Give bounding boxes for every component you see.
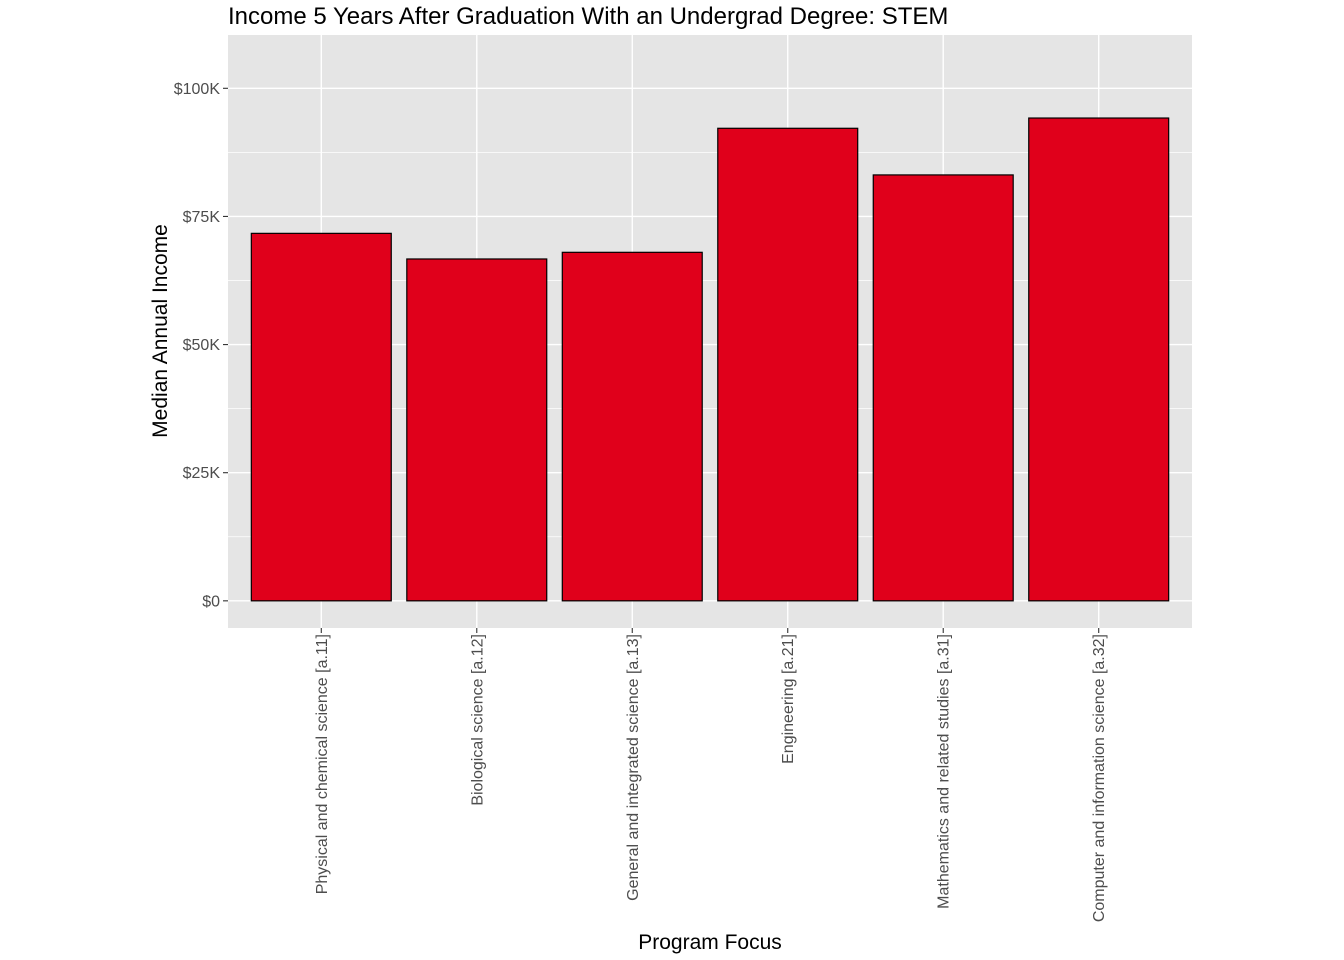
x-tick-label: Computer and information science [a.32] bbox=[1091, 634, 1108, 922]
bar bbox=[406, 258, 548, 602]
y-tick-label: $100K bbox=[174, 81, 221, 98]
y-axis-title: Median Annual Income bbox=[149, 224, 172, 438]
bar bbox=[717, 127, 859, 602]
x-tick-label: Engineering [a.21] bbox=[780, 634, 797, 764]
y-axis: $0 $25K $50K $75K $100K bbox=[174, 81, 228, 610]
x-tick-label: Mathematics and related studies [a.31] bbox=[936, 634, 953, 909]
x-tick-label: General and integrated science [a.13] bbox=[625, 634, 642, 901]
bars bbox=[250, 117, 1170, 602]
bar bbox=[250, 232, 392, 602]
x-tick-label: Physical and chemical science [a.11] bbox=[314, 634, 331, 894]
x-tick-label: Biological science [a.12] bbox=[469, 634, 486, 806]
y-tick-label: $50K bbox=[183, 337, 221, 354]
x-axis-title: Program Focus bbox=[638, 931, 782, 954]
bar bbox=[872, 174, 1014, 602]
x-axis: Physical and chemical science [a.11] Biol… bbox=[314, 628, 1108, 922]
bar bbox=[561, 251, 703, 602]
chart-title: Income 5 Years After Graduation With an … bbox=[228, 3, 948, 30]
y-tick-label: $0 bbox=[202, 593, 220, 610]
y-tick-label: $25K bbox=[183, 465, 221, 482]
bar bbox=[1028, 117, 1170, 602]
y-tick-label: $75K bbox=[183, 209, 221, 226]
